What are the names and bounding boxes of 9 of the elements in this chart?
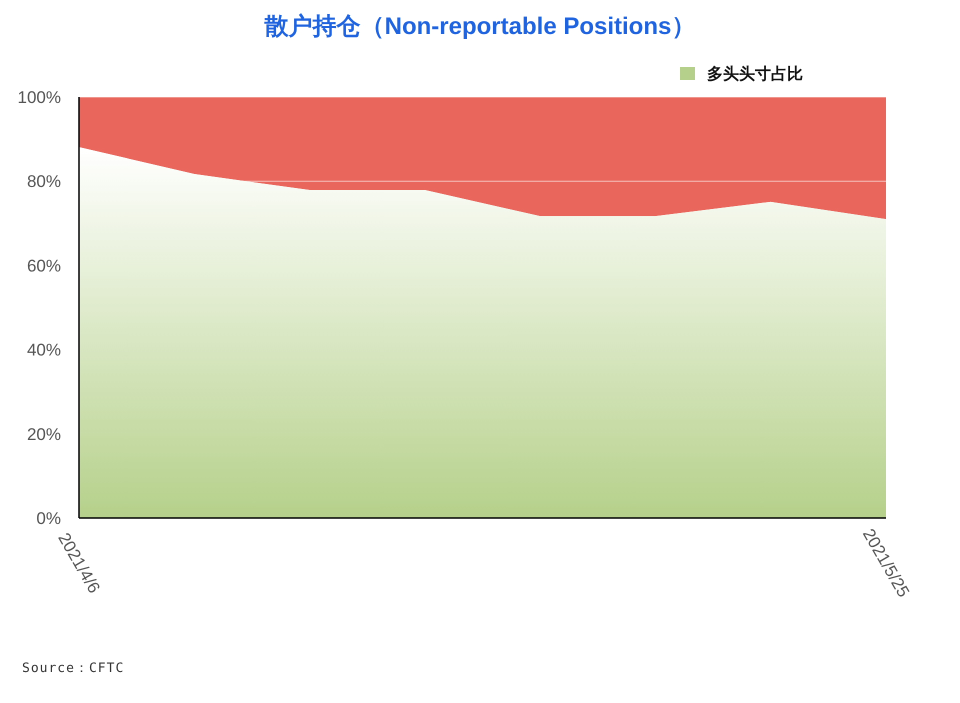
y-tick-label: 100% <box>18 88 61 107</box>
source-note: Source：CFTC <box>22 661 124 676</box>
legend-label: 多头头寸占比 <box>707 65 803 83</box>
y-tick-label: 80% <box>26 172 61 192</box>
y-tick-label: 40% <box>26 340 61 360</box>
chart-title: 散户持仓（Non-reportable Positions） <box>264 13 696 40</box>
y-tick-label: 20% <box>26 424 61 444</box>
y-tick-label: 0% <box>36 509 61 528</box>
y-tick-label: 60% <box>26 256 61 276</box>
